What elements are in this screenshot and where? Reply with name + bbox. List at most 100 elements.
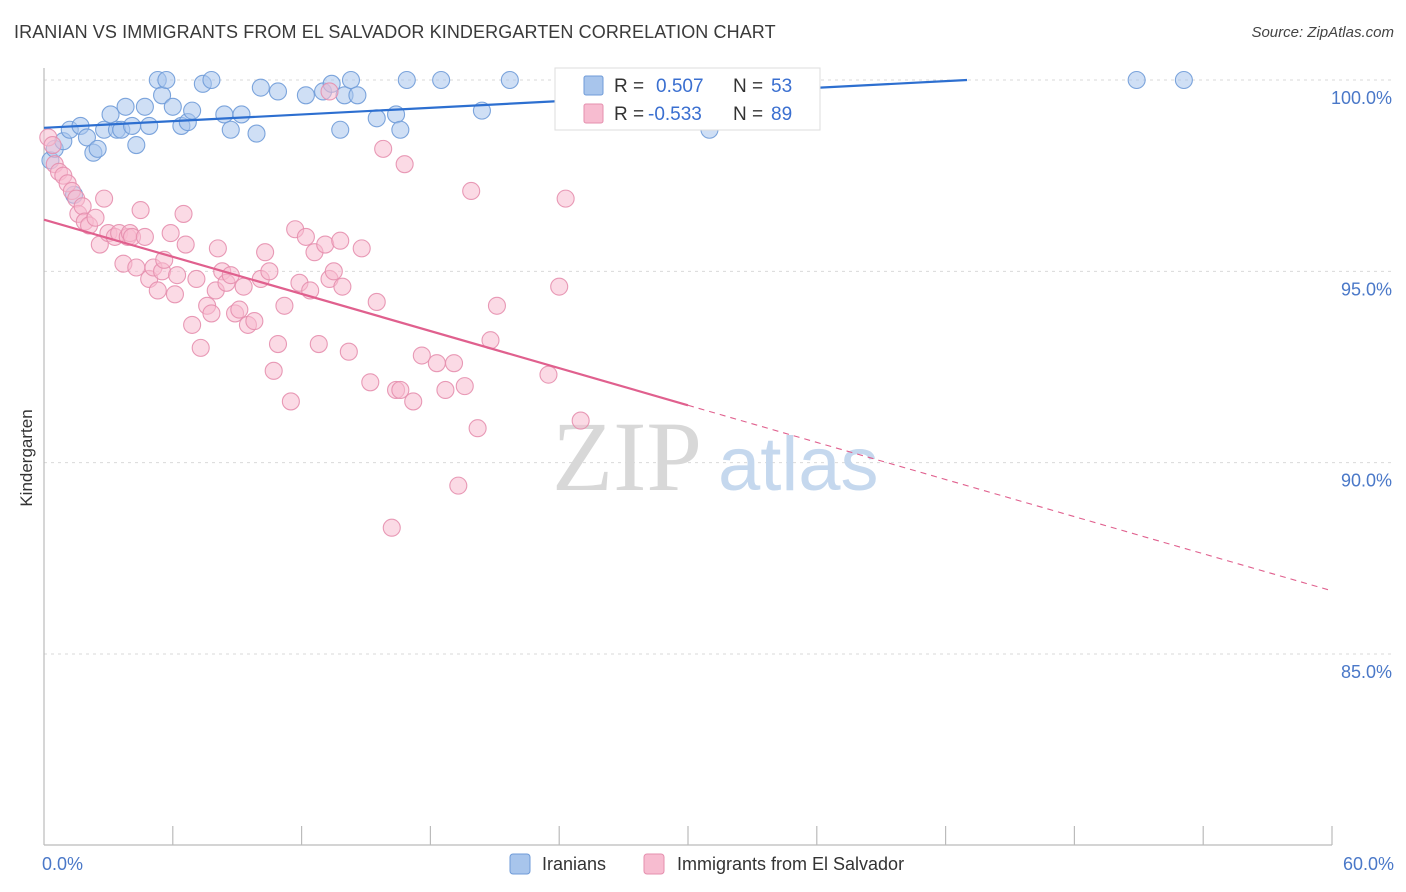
data-point xyxy=(367,292,386,311)
data-point xyxy=(202,304,221,323)
watermark: ZIP atlas xyxy=(552,401,879,512)
legend-swatch-el-salvador xyxy=(583,103,604,124)
data-point xyxy=(232,105,251,124)
data-point xyxy=(183,315,202,334)
data-point xyxy=(374,139,393,158)
legend-swatch-iranians-bottom xyxy=(509,853,531,875)
x-ticks xyxy=(172,826,1333,845)
data-point xyxy=(268,82,288,101)
data-point xyxy=(256,243,275,262)
data-point xyxy=(77,128,96,147)
legend-n-label-1: N = xyxy=(733,104,763,125)
legend-r-label-1: R = xyxy=(614,104,644,125)
data-point xyxy=(361,373,380,392)
data-point xyxy=(324,262,343,281)
data-point xyxy=(183,101,202,120)
chart-title: IRANIAN VS IMMIGRANTS FROM EL SALVADOR K… xyxy=(14,22,776,42)
data-point xyxy=(320,82,339,101)
data-point xyxy=(556,189,575,208)
data-point xyxy=(500,70,519,90)
data-point xyxy=(309,334,328,354)
x-tick-labels: 0.0% 60.0% xyxy=(42,854,1394,874)
data-point xyxy=(140,116,159,135)
data-point xyxy=(88,139,107,158)
x-tick-label: 0.0% xyxy=(42,854,83,874)
data-point xyxy=(427,354,446,373)
data-point xyxy=(95,189,114,208)
y-axis-label: Kindergarten xyxy=(17,409,36,506)
legend-swatch-el-salvador-bottom xyxy=(643,853,665,875)
data-point xyxy=(348,86,367,105)
data-point xyxy=(412,346,431,365)
watermark-atlas: atlas xyxy=(718,422,879,507)
data-point xyxy=(455,377,474,396)
data-point xyxy=(404,392,423,411)
data-point xyxy=(331,120,350,139)
data-point xyxy=(462,181,481,201)
data-point xyxy=(367,109,386,128)
data-point xyxy=(230,300,249,319)
x-tick-label: 60.0% xyxy=(1343,854,1394,874)
y-tick-label: 90.0% xyxy=(1341,471,1392,491)
data-point xyxy=(444,354,464,373)
data-point xyxy=(202,70,221,90)
stats-legend: R = 0.507 N = 53 R = -0.533 N = 89 xyxy=(554,67,821,131)
data-point xyxy=(341,70,361,90)
source-label: Source: ZipAtlas.com xyxy=(1251,24,1394,41)
legend-r-value-0: 0.507 xyxy=(656,76,704,97)
data-point xyxy=(571,411,590,430)
legend-r-label-0: R = xyxy=(614,76,644,97)
series-legend: Iranians Immigrants from El Salvador xyxy=(509,853,904,875)
data-point xyxy=(339,342,358,361)
data-point xyxy=(391,120,410,139)
data-point xyxy=(275,296,294,315)
data-point xyxy=(333,277,352,296)
data-point xyxy=(135,97,154,116)
data-point xyxy=(187,269,206,289)
legend-swatch-iranians xyxy=(583,75,604,96)
data-point xyxy=(127,136,146,155)
trend-lines xyxy=(43,78,1333,592)
data-point xyxy=(487,296,506,315)
data-point xyxy=(264,361,283,380)
y-tick-label: 100.0% xyxy=(1331,88,1392,108)
data-point xyxy=(157,70,176,90)
data-point xyxy=(116,97,135,116)
data-point xyxy=(436,380,455,400)
data-point xyxy=(251,78,270,97)
data-point xyxy=(191,338,210,357)
data-point xyxy=(449,476,468,495)
data-point xyxy=(432,70,451,90)
trend-line xyxy=(43,218,689,407)
data-point xyxy=(148,281,167,300)
legend-n-label-0: N = xyxy=(733,76,763,97)
data-point xyxy=(260,262,279,281)
data-point xyxy=(245,312,264,331)
data-point xyxy=(331,231,350,250)
data-point xyxy=(161,224,180,243)
data-point xyxy=(296,86,315,105)
data-point xyxy=(215,105,234,124)
data-point xyxy=(397,70,416,90)
data-point xyxy=(163,97,182,116)
data-point xyxy=(352,239,371,258)
series-el-salvador-points xyxy=(39,82,590,537)
data-point xyxy=(395,155,414,174)
data-point xyxy=(86,208,105,227)
y-tick-labels: 100.0% 95.0% 90.0% 85.0% xyxy=(1331,88,1392,682)
data-point xyxy=(174,204,193,223)
data-point xyxy=(122,116,142,135)
data-point xyxy=(101,105,120,124)
data-point xyxy=(382,518,401,537)
legend-n-value-1: 89 xyxy=(771,104,792,125)
data-point xyxy=(135,227,154,246)
data-point xyxy=(281,392,300,411)
trend-line-extension xyxy=(687,404,1333,592)
data-point xyxy=(296,227,315,246)
gridlines xyxy=(44,79,1392,655)
data-point xyxy=(1127,70,1146,90)
data-point xyxy=(1174,70,1193,90)
data-point xyxy=(247,124,266,143)
data-point xyxy=(208,239,227,258)
